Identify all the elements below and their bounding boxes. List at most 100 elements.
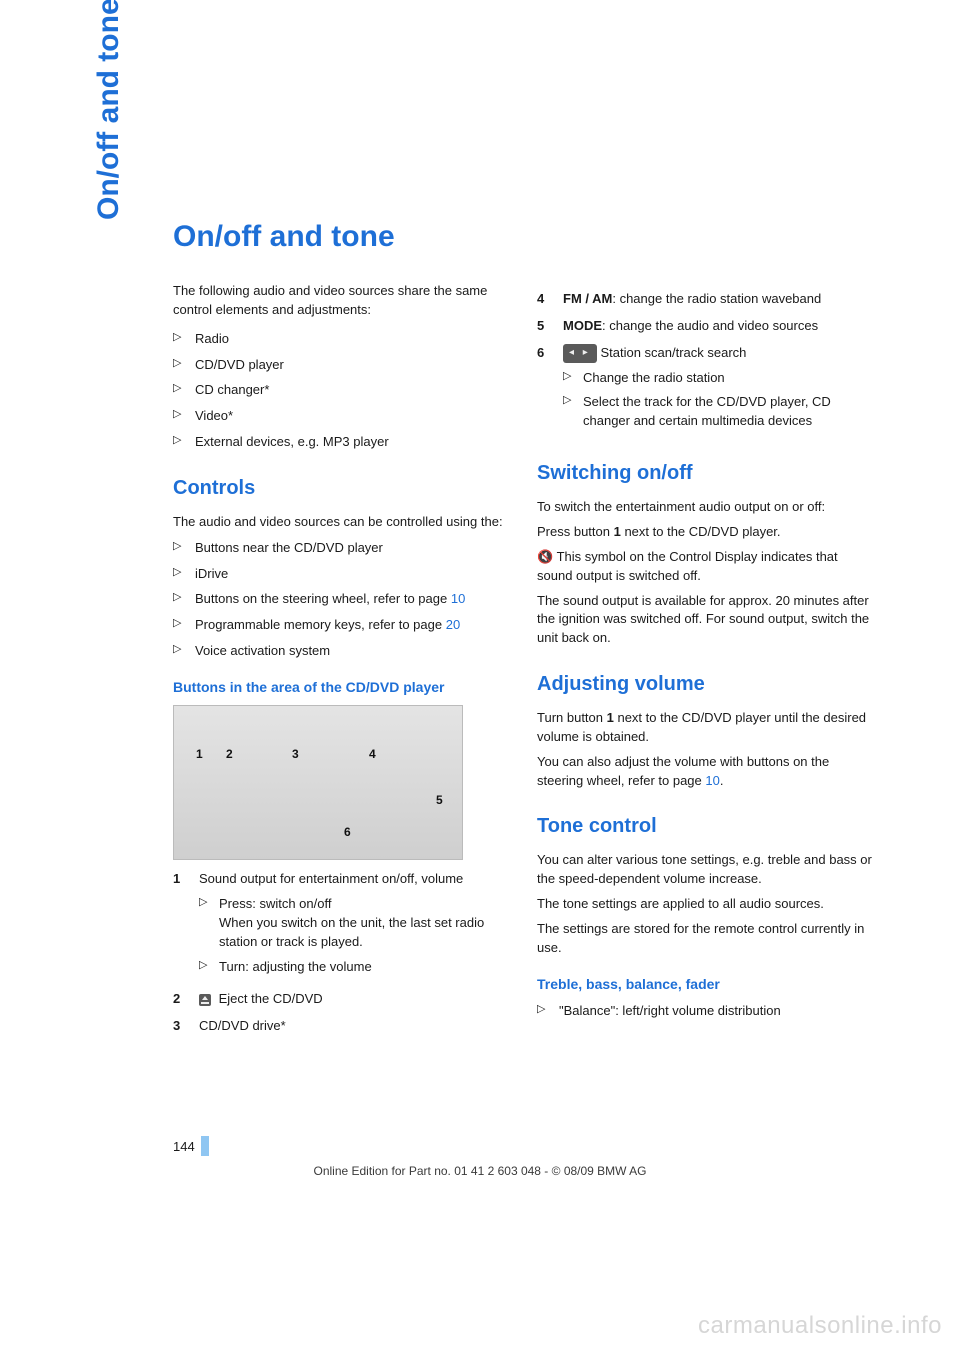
text: "Balance": left/right volume distributio… (559, 1003, 781, 1018)
text: 🔇 This symbol on the Control Display ind… (537, 548, 873, 586)
text: Press button (537, 524, 614, 539)
page-number-bar (201, 1136, 209, 1156)
body: MODE: change the audio and video sources (563, 317, 873, 336)
cd-dvd-player-image: 1 2 3 4 5 6 (173, 705, 463, 860)
num-item: 3 CD/DVD drive* (173, 1017, 509, 1036)
text: CD changer* (195, 382, 269, 397)
text: Press button 1 next to the CD/DVD player… (537, 523, 873, 542)
page-title: On/off and tone (173, 220, 873, 254)
text: Voice activation system (195, 643, 330, 658)
list-item: Select the track for the CD/DVD player, … (563, 393, 873, 431)
text: Radio (195, 331, 229, 346)
text: Video* (195, 408, 233, 423)
text: Select the track for the CD/DVD player, … (583, 394, 831, 428)
text: . (720, 773, 724, 788)
text: You can also adjust the volume with butt… (537, 754, 829, 788)
sub-list: Press: switch on/off When you switch on … (199, 895, 509, 976)
text: Turn button (537, 710, 607, 725)
page-number: 144 (173, 1139, 201, 1154)
body: CD/DVD drive* (199, 1017, 509, 1036)
list-item: Buttons on the steering wheel, refer to … (173, 590, 509, 609)
switching-heading: Switching on/off (537, 459, 873, 488)
body: FM / AM: change the radio station waveba… (563, 290, 873, 309)
two-column-layout: The following audio and video sources sh… (173, 282, 873, 1044)
callout-4: 4 (369, 746, 376, 763)
text: Station scan/track search (600, 345, 746, 360)
text: You can alter various tone settings, e.g… (537, 851, 873, 889)
num: 5 (537, 317, 551, 336)
list-item: Change the radio station (563, 369, 873, 388)
body: Sound output for entertainment on/off, v… (199, 870, 509, 982)
list-item: Radio (173, 330, 509, 349)
num: 2 (173, 990, 187, 1009)
list-item: CD changer* (173, 381, 509, 400)
num: 6 (537, 344, 551, 437)
mute-icon: 🔇 (537, 548, 553, 567)
num-item: 1 Sound output for entertainment on/off,… (173, 870, 509, 982)
page-ref[interactable]: 20 (446, 617, 460, 632)
text: Eject the CD/DVD (219, 991, 323, 1006)
list-item: CD/DVD player (173, 356, 509, 375)
tone-bullets: "Balance": left/right volume distributio… (537, 1002, 873, 1021)
text: CD/DVD player (195, 357, 284, 372)
controls-list: Buttons near the CD/DVD player iDrive Bu… (173, 539, 509, 661)
intro-text: The following audio and video sources sh… (173, 282, 509, 320)
num-item: 2 Eject the CD/DVD (173, 990, 509, 1009)
volume-heading: Adjusting volume (537, 670, 873, 699)
text: : change the audio and video sources (602, 318, 818, 333)
list-item: iDrive (173, 565, 509, 584)
list-item: Video* (173, 407, 509, 426)
page-number-wrap: 144 (173, 1136, 209, 1156)
watermark: carmanualsonline.info (698, 1312, 942, 1340)
page-content: On/off and tone The following audio and … (173, 220, 873, 1044)
text: This symbol on the Control Display indic… (537, 549, 838, 583)
callout-3: 3 (292, 746, 299, 763)
text: CD/DVD drive* (199, 1018, 286, 1033)
sources-list: Radio CD/DVD player CD changer* Video* E… (173, 330, 509, 452)
tone-subheading: Treble, bass, balance, fader (537, 974, 873, 994)
text: To switch the entertainment audio output… (537, 498, 873, 517)
num: 1 (173, 870, 187, 982)
text: The sound output is available for approx… (537, 592, 873, 649)
text: Turn button 1 next to the CD/DVD player … (537, 709, 873, 747)
text: The settings are stored for the remote c… (537, 920, 873, 958)
page-ref[interactable]: 10 (705, 773, 719, 788)
text: Buttons on the steering wheel, refer to … (195, 591, 451, 606)
scan-icon: ◂ ▸ (563, 344, 597, 363)
list-item: Press: switch on/off When you switch on … (199, 895, 509, 952)
num-item: 6 ◂ ▸ Station scan/track search Change t… (537, 344, 873, 437)
eject-icon (199, 994, 211, 1006)
text: Sound output for entertainment on/off, v… (199, 871, 463, 886)
text: You can also adjust the volume with butt… (537, 753, 873, 791)
controls-intro: The audio and video sources can be contr… (173, 513, 509, 532)
bold: 1 (614, 524, 621, 539)
text: iDrive (195, 566, 228, 581)
right-column: 4 FM / AM: change the radio station wave… (537, 282, 873, 1044)
body: Eject the CD/DVD (199, 990, 509, 1009)
footer-text: Online Edition for Part no. 01 41 2 603 … (0, 1164, 960, 1178)
list-item: Voice activation system (173, 642, 509, 661)
text: Turn: adjusting the volume (219, 959, 372, 974)
button-descriptions-right: 4 FM / AM: change the radio station wave… (537, 290, 873, 437)
list-item: External devices, e.g. MP3 player (173, 433, 509, 452)
bold-label: FM / AM (563, 291, 612, 306)
num-item: 5 MODE: change the audio and video sourc… (537, 317, 873, 336)
callout-1: 1 (196, 746, 203, 763)
text: : change the radio station waveband (612, 291, 821, 306)
page-ref[interactable]: 10 (451, 591, 465, 606)
sub-list: Change the radio station Select the trac… (563, 369, 873, 432)
text: Buttons near the CD/DVD player (195, 540, 383, 555)
callout-6: 6 (344, 824, 351, 841)
buttons-area-heading: Buttons in the area of the CD/DVD player (173, 677, 509, 697)
left-column: The following audio and video sources sh… (173, 282, 509, 1044)
body: ◂ ▸ Station scan/track search Change the… (563, 344, 873, 437)
list-item: "Balance": left/right volume distributio… (537, 1002, 873, 1021)
text: next to the CD/DVD player. (621, 524, 781, 539)
callout-2: 2 (226, 746, 233, 763)
button-descriptions: 1 Sound output for entertainment on/off,… (173, 870, 509, 1036)
text: The tone settings are applied to all aud… (537, 895, 873, 914)
num-item: 4 FM / AM: change the radio station wave… (537, 290, 873, 309)
tone-heading: Tone control (537, 812, 873, 841)
num: 3 (173, 1017, 187, 1036)
bold: 1 (607, 710, 614, 725)
